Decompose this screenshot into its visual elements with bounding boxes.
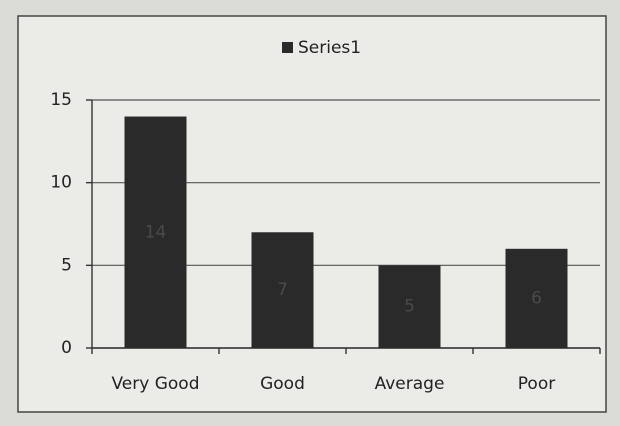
bar	[251, 232, 314, 348]
bar	[124, 116, 187, 349]
data-label: 6	[531, 288, 542, 308]
x-tick-label: Average	[375, 374, 445, 394]
legend-swatch	[282, 42, 293, 53]
chart-frame	[17, 15, 607, 413]
data-label: 14	[145, 222, 167, 242]
bar	[505, 248, 568, 348]
legend-label: Series1	[298, 38, 361, 58]
y-tick-label: 10	[50, 173, 72, 193]
x-tick-label: Very Good	[112, 374, 200, 394]
x-tick-label: Good	[260, 374, 305, 394]
y-tick-label: 15	[50, 90, 72, 110]
x-tick-label: Poor	[518, 374, 555, 394]
y-tick-label: 0	[61, 338, 72, 358]
bar	[378, 265, 441, 348]
data-label: 7	[277, 280, 288, 300]
y-tick-label: 5	[61, 255, 72, 275]
data-label: 5	[404, 297, 415, 317]
